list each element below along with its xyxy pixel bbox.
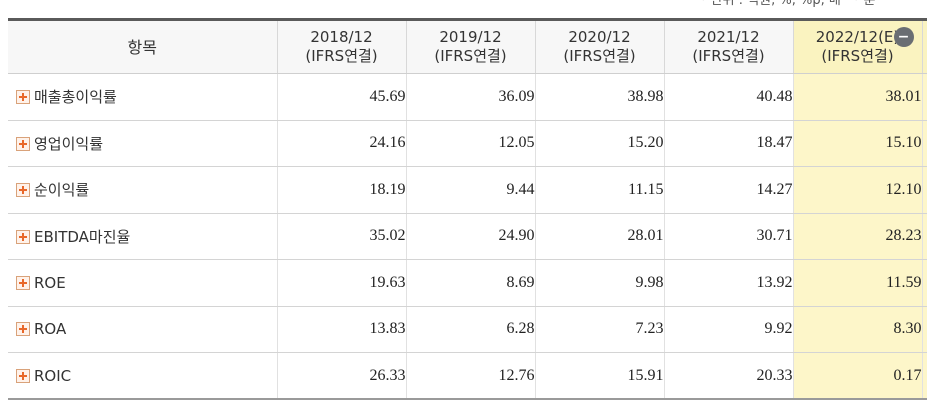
value-cell: 24.90: [405, 213, 535, 260]
column-period: 2021/12: [697, 28, 760, 46]
value-cell: 26.33: [276, 352, 406, 400]
column-header: 2018/12 (IFRS연결): [276, 18, 406, 74]
value-cell: 38.98: [534, 73, 664, 121]
plus-square-icon[interactable]: [16, 183, 30, 198]
plus-square-icon[interactable]: [16, 275, 30, 290]
row-label: 매출총이익률: [34, 88, 117, 107]
table-row: 순이익률 18.19 9.44 11.15 14.27 12.10: [8, 166, 927, 214]
plus-square-icon[interactable]: [16, 90, 30, 105]
value-cell: 15.20: [534, 120, 664, 167]
row-label: EBITDA마진율: [34, 227, 131, 246]
unit-note-extra: * 분: [852, 0, 876, 8]
column-header-extra: [921, 18, 927, 74]
column-period: 2019/12: [439, 28, 502, 46]
value-cell: 9.92: [663, 306, 793, 353]
value-cell: 45.69: [276, 73, 406, 121]
unit-note-text: * 단위 : 억원, %, %p, 배: [700, 0, 841, 8]
extra-cell: [921, 120, 927, 167]
row-label: 영업이익률: [34, 134, 104, 153]
plus-square-icon[interactable]: [16, 136, 30, 151]
value-cell: 13.83: [276, 306, 406, 353]
value-cell: 9.44: [405, 166, 535, 214]
item-header: 항목: [8, 18, 277, 74]
value-cell: 36.09: [405, 73, 535, 121]
value-cell: 12.76: [405, 352, 535, 400]
value-cell: 12.05: [405, 120, 535, 167]
value-cell: 40.48: [663, 73, 793, 121]
value-cell: 15.91: [534, 352, 664, 400]
row-label: ROIC: [34, 366, 72, 385]
value-cell: 14.27: [663, 166, 793, 214]
row-label-cell: 순이익률: [8, 166, 277, 214]
row-label-cell: ROE: [8, 259, 277, 307]
value-cell: 28.23: [792, 213, 922, 260]
extra-cell: [921, 213, 927, 260]
table-header-row: 항목 2018/12 (IFRS연결) 2019/12 (IFRS연결) 2020/…: [8, 18, 927, 74]
extra-cell: [921, 166, 927, 214]
row-label-cell: ROIC: [8, 352, 277, 400]
column-basis: (IFRS연결): [692, 47, 765, 65]
value-cell: 0.17: [792, 352, 922, 400]
minus-circle-icon[interactable]: −: [893, 27, 914, 47]
column-header: 2020/12 (IFRS연결): [534, 18, 664, 74]
extra-cell: [921, 306, 927, 353]
plus-square-icon[interactable]: [16, 229, 30, 244]
value-cell: 11.59: [792, 259, 922, 307]
row-label-cell: EBITDA마진율: [8, 213, 277, 260]
column-basis: (IFRS연결): [305, 47, 378, 65]
value-cell: 28.01: [534, 213, 664, 260]
column-period: 2020/12: [568, 28, 631, 46]
value-cell: 24.16: [276, 120, 406, 167]
plus-square-icon[interactable]: [16, 322, 30, 337]
value-cell: 20.33: [663, 352, 793, 400]
value-cell: 30.71: [663, 213, 793, 260]
row-label: 순이익률: [34, 181, 90, 200]
value-cell: 8.69: [405, 259, 535, 307]
value-cell: 8.30: [792, 306, 922, 353]
value-cell: 19.63: [276, 259, 406, 307]
extra-cell: [921, 259, 927, 307]
value-cell: 38.01: [792, 73, 922, 121]
column-header: 2021/12 (IFRS연결): [663, 18, 793, 74]
value-cell: 12.10: [792, 166, 922, 214]
extra-cell: [921, 352, 927, 400]
column-basis: (IFRS연결): [563, 47, 636, 65]
value-cell: 35.02: [276, 213, 406, 260]
table-row: ROIC 26.33 12.76 15.91 20.33 0.17: [8, 352, 927, 400]
value-cell: 11.15: [534, 166, 664, 214]
row-label: ROA: [34, 320, 67, 339]
value-cell: 15.10: [792, 120, 922, 167]
plus-square-icon[interactable]: [16, 368, 30, 383]
row-label-cell: ROA: [8, 306, 277, 353]
extra-cell: [921, 73, 927, 121]
row-label-cell: 영업이익률: [8, 120, 277, 167]
row-label-cell: 매출총이익률: [8, 73, 277, 121]
row-label: ROE: [34, 273, 66, 292]
value-cell: 13.92: [663, 259, 793, 307]
value-cell: 18.19: [276, 166, 406, 214]
table-row: 영업이익률 24.16 12.05 15.20 18.47 15.10: [8, 120, 927, 167]
value-cell: 6.28: [405, 306, 535, 353]
column-basis: (IFRS연결): [434, 47, 507, 65]
table-row: 매출총이익률 45.69 36.09 38.98 40.48 38.01: [8, 73, 927, 121]
financial-ratio-table: 항목 2018/12 (IFRS연결) 2019/12 (IFRS연결) 2020/…: [8, 18, 927, 400]
value-cell: 9.98: [534, 259, 664, 307]
column-header-estimate: 2022/12(E) (IFRS연결) −: [792, 18, 922, 74]
column-period: 2018/12: [310, 28, 373, 46]
table-row: ROA 13.83 6.28 7.23 9.92 8.30: [8, 306, 927, 353]
unit-note: * 단위 : 억원, %, %p, 배 * 분: [700, 0, 887, 9]
table-row: ROE 19.63 8.69 9.98 13.92 11.59: [8, 259, 927, 307]
table-row: EBITDA마진율 35.02 24.90 28.01 30.71 28.23: [8, 213, 927, 260]
value-cell: 18.47: [663, 120, 793, 167]
column-basis: (IFRS연결): [821, 47, 894, 65]
column-period: 2022/12(E): [815, 28, 900, 46]
value-cell: 7.23: [534, 306, 664, 353]
column-header: 2019/12 (IFRS연결): [405, 18, 535, 74]
